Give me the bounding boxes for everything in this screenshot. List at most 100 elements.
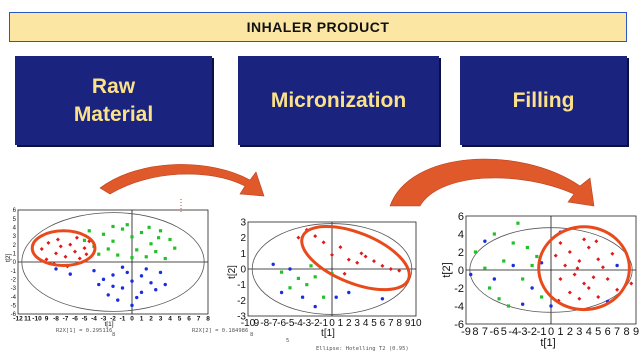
y-tick-label: -6: [11, 312, 17, 318]
score-point-green: [309, 264, 313, 268]
y-tick-label: 2: [13, 243, 17, 249]
score-point-red: [577, 259, 582, 263]
y-tick-label: -2: [454, 283, 464, 295]
score-point-blue: [288, 267, 292, 271]
score-point-blue: [469, 272, 473, 277]
x-tick-label: -4: [294, 318, 303, 329]
score-point-red: [313, 234, 318, 239]
score-point-blue: [271, 262, 275, 266]
score-point-blue: [149, 281, 153, 285]
score-point-green: [521, 277, 525, 281]
score-point-red: [44, 257, 49, 262]
page-title-banner: INHALER PRODUCT: [9, 12, 627, 42]
score-point-green: [322, 295, 326, 299]
score-point-green: [492, 232, 496, 236]
x-tick-label: -5: [82, 316, 88, 323]
score-point-red: [74, 235, 79, 240]
plot-footnote: Ellipse: Hotelling T2 (0.95): [316, 346, 409, 351]
score-point-red: [55, 237, 60, 242]
y-tick-label: 1: [13, 251, 17, 257]
score-point-blue: [54, 267, 58, 271]
y-tick-label: 6: [13, 208, 17, 214]
score-plot-filling: -9 8 7 -6 5 -4 -3 -2 -1 0 1 2 3 4 5 6 7 8 9 6 4 2 0 -2 -4 -6 t[1] t…: [440, 200, 640, 350]
score-point-blue: [279, 290, 284, 295]
x-tick-label: 5: [501, 326, 507, 338]
score-point-red: [553, 253, 558, 258]
x-tick-label: -2: [110, 316, 116, 323]
y-tick-label: 5: [13, 217, 17, 223]
x-tick-label: -6: [489, 326, 499, 338]
x-tick-label: 5: [595, 326, 601, 338]
score-point-blue: [154, 288, 158, 292]
score-point-green: [135, 248, 139, 252]
score-point-blue: [139, 290, 144, 295]
y-tick-label: 4: [458, 229, 464, 241]
score-point-red: [63, 254, 68, 259]
score-point-red: [388, 267, 393, 271]
hotelling-ellipse: [21, 212, 205, 312]
y-tick-label: 3: [240, 218, 246, 229]
score-point-red: [342, 271, 347, 276]
score-point-green: [305, 283, 309, 287]
score-point-blue: [116, 298, 120, 302]
score-point-green: [502, 259, 506, 263]
y-tick-label: 0: [458, 265, 464, 277]
score-plot-2-canvas: -109 -8 -7 -6 -5 -4 -3 -2 -1 0 1 2 3 4 5 6 7 8 9 103210-1-2…: [227, 218, 422, 351]
x-tick-label: -8: [53, 316, 59, 323]
score-point-green: [149, 242, 153, 246]
y-tick-label: -4: [11, 295, 17, 301]
score-point-blue: [97, 282, 101, 287]
score-point-green: [147, 225, 151, 229]
x-tick-label: -3: [302, 318, 311, 329]
score-point-green: [144, 255, 148, 259]
score-point-red: [605, 277, 610, 281]
x-tick-label: 6: [187, 316, 191, 323]
x-tick-label: 1: [338, 318, 344, 329]
score-point-blue: [101, 277, 106, 282]
score-point-green: [506, 304, 511, 308]
y-axis-label: t[2]: [227, 265, 238, 279]
stage-raw-material-line1: Raw: [91, 74, 136, 98]
score-point-blue: [347, 290, 351, 295]
x-tick-label: -8: [260, 318, 269, 329]
score-point-red: [87, 239, 92, 244]
score-point-red: [582, 237, 587, 242]
score-plot-raw-material: -12 11 -10 9 -8 -7 -6 -5 -4 -3 -2 -1 0 1 2 3 4 5 6 7 8 6 5 4 3 2 1…: [4, 196, 253, 338]
score-point-red: [577, 296, 582, 301]
score-point-green: [296, 276, 300, 280]
x-axis-label: t[1]: [104, 321, 113, 328]
x-tick-label: 5: [178, 316, 182, 323]
x-tick-label: 4: [363, 318, 369, 329]
x-tick-label: -2: [527, 326, 537, 338]
score-point-green: [280, 270, 284, 274]
score-point-red: [363, 254, 368, 259]
score-point-blue: [492, 277, 497, 281]
curved-arrow-right: [389, 158, 595, 207]
y-tick-label: 1: [240, 249, 246, 260]
score-point-green: [168, 237, 172, 242]
score-point-blue: [125, 270, 129, 275]
score-point-green: [158, 229, 163, 233]
x-tick-label: -1: [537, 326, 547, 338]
x-tick-label: -7: [269, 318, 278, 329]
score-point-red: [610, 251, 615, 256]
score-point-red: [558, 241, 563, 245]
stage-filling: Filling: [460, 56, 627, 145]
score-point-red: [330, 252, 334, 257]
score-point-blue: [158, 270, 163, 275]
score-point-red: [82, 246, 87, 251]
x-tick-label: 5: [371, 318, 377, 329]
x-tick-label: 7: [482, 326, 488, 338]
score-point-red: [600, 265, 605, 270]
score-point-blue: [483, 239, 487, 243]
score-point-red: [591, 275, 596, 280]
score-plot-3-canvas: -9 8 7 -6 5 -4 -3 -2 -1 0 1 2 3 4 5 6 7 8 96420-2-4-6t[1]t…: [441, 211, 639, 349]
x-tick-label: 8: [396, 318, 402, 329]
score-point-red: [355, 260, 360, 265]
x-tick-label: -9: [461, 326, 471, 338]
y-tick-label: 2: [458, 247, 464, 259]
y-tick-label: -2: [237, 296, 246, 307]
plot-footnote: R2X[1] = 0.295116: [56, 328, 112, 334]
score-point-red: [359, 251, 364, 256]
x-tick-label: 4: [168, 316, 172, 323]
